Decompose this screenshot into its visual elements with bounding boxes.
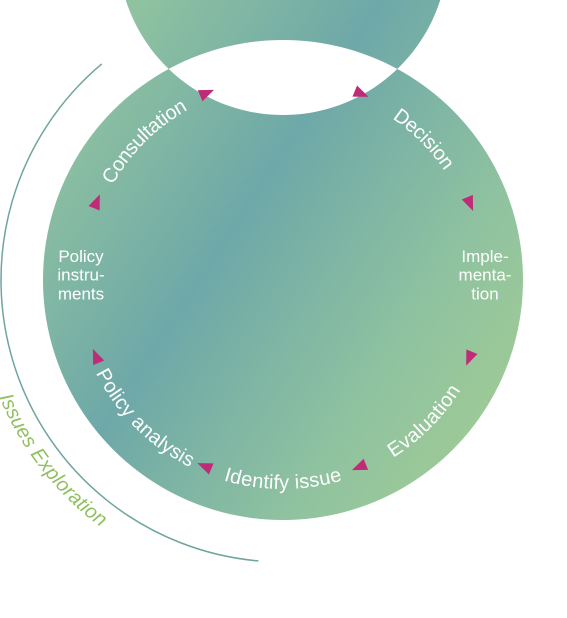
stage-label: Coordination	[224, 68, 341, 98]
stage-label: Policyinstru-ments	[57, 247, 104, 303]
policy-cycle-diagram: CoordinationDecisionImple-menta-tionEval…	[0, 0, 567, 618]
cycle-arrow-icon	[352, 86, 368, 97]
